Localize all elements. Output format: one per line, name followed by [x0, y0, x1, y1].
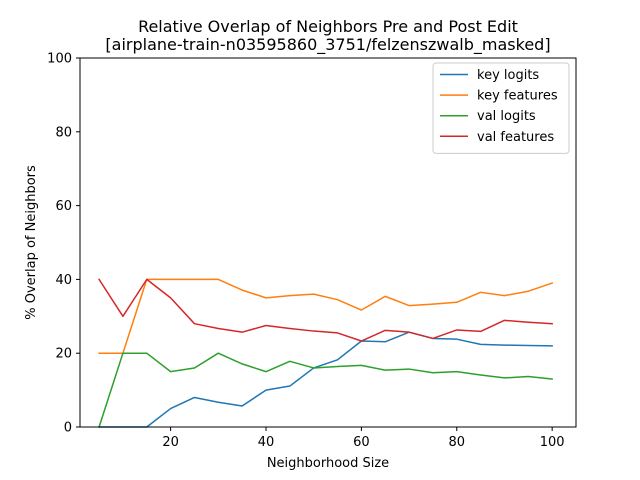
y-tick-label: 80 [55, 125, 72, 140]
series-line-val-features [98, 278, 553, 342]
x-tick-label: 80 [448, 435, 465, 450]
chart-subtitle: [airplane-train-n03595860_3751/felzenszw… [105, 35, 550, 55]
legend-label-key-logits: key logits [477, 68, 539, 83]
x-tick-label: 20 [162, 435, 179, 450]
y-tick-label: 20 [55, 347, 72, 362]
x-axis-label: Neighborhood Size [267, 456, 389, 471]
legend: key logits key features val logits val feat… [432, 62, 570, 154]
legend-label-key-features: key features [477, 89, 558, 104]
legend-label-val-logits: val logits [477, 109, 536, 124]
y-tick-label: 100 [47, 52, 72, 67]
y-tick-label: 0 [64, 421, 72, 436]
x-tick-label: 60 [353, 435, 370, 450]
legend-label-val-features: val features [477, 130, 554, 145]
series-line-val-logits [98, 352, 553, 428]
legend-box [432, 62, 570, 154]
y-tick-label: 40 [55, 273, 72, 288]
series-line-key-logits [98, 331, 553, 428]
y-axis-label: % Overlap of Neighbors [24, 165, 39, 320]
axes: 20 40 60 80 100 0 20 40 60 80 100 [47, 52, 564, 451]
x-tick-label: 100 [540, 435, 565, 450]
y-tick-label: 60 [55, 199, 72, 214]
chart-title: Relative Overlap of Neighbors Pre and Po… [138, 17, 518, 36]
x-tick-label: 40 [258, 435, 275, 450]
series-line-key-features [98, 278, 554, 354]
series-lines [98, 278, 554, 428]
plot-frame [79, 57, 577, 428]
